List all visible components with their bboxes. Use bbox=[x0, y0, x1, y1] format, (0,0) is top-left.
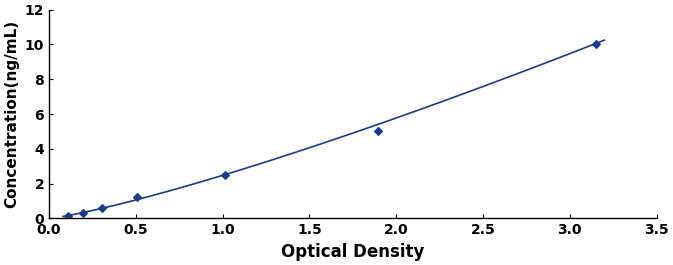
X-axis label: Optical Density: Optical Density bbox=[281, 243, 425, 261]
Y-axis label: Concentration(ng/mL): Concentration(ng/mL) bbox=[4, 20, 19, 208]
